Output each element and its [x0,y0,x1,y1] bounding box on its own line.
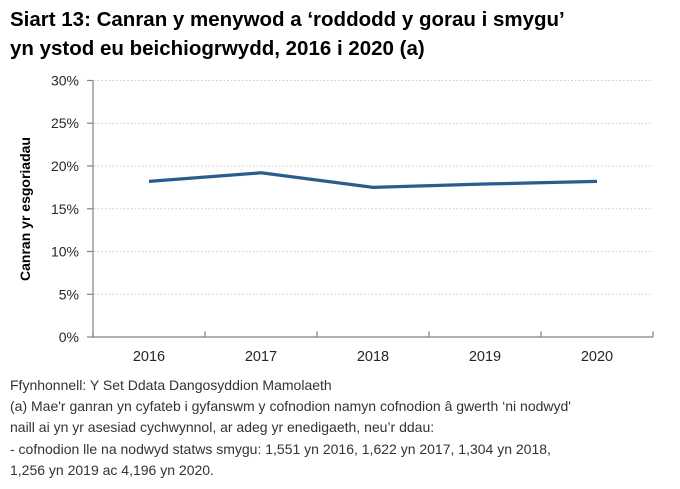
x-tick-label: 2020 [581,349,613,365]
y-tick-label: 25% [51,115,79,131]
y-tick-label: 30% [51,73,79,89]
y-tick-label: 5% [59,286,79,302]
x-tick-label: 2016 [133,349,165,365]
footnote-b-line2: 1,256 yn 2019 ac 4,196 yn 2020. [10,461,214,478]
x-tick-label: 2019 [469,349,501,365]
footnote-b-line1: - cofnodion lle na nodwyd statws smygu: … [10,440,551,457]
data-series-line [148,171,598,190]
chart-title-line1: Siart 13: Canran y menywod a ‘roddodd y … [10,8,565,31]
y-tick-label: 15% [51,201,79,217]
x-tick-label: 2018 [357,349,389,365]
line-chart: 0% 5% 10% 15% 20% 25% 30% 2016 2017 2018 2019 2020 C… [17,73,654,365]
chart-title-line2: yn ystod eu beichiogrwydd, 2016 i 2020 (… [10,37,425,60]
y-tick-label: 20% [51,158,79,174]
y-tick-label: 10% [51,244,79,260]
chart-footnotes: Ffynhonnell: Y Set Ddata Dangosyddion Ma… [10,375,675,481]
x-tick-label: 2017 [245,349,277,365]
y-tick-label: 0% [59,329,79,345]
source-note: Ffynhonnell: Y Set Ddata Dangosyddion Ma… [10,377,332,393]
chart-title: Siart 13: Canran y menywod a ‘roddodd y … [10,5,675,63]
footnote-a-line1: (a) Mae'r ganran yn cyfateb i gyfanswm y… [10,398,571,415]
footnote-a-line2: naill ai yn yr asesiad cychwynnol, ar ad… [10,419,435,436]
y-axis-title: Canran yr esgoriadau [17,137,33,281]
